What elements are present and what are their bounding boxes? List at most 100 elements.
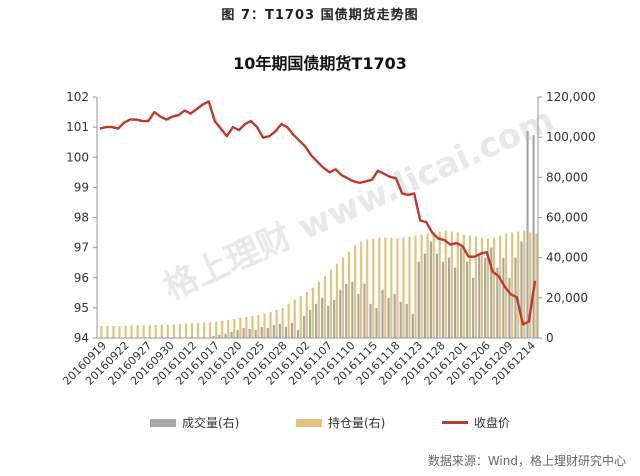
open-interest-bar <box>474 236 478 338</box>
open-interest-bar <box>196 322 200 338</box>
volume-bar <box>466 261 469 338</box>
volume-bar <box>411 313 414 338</box>
open-interest-bar <box>281 307 284 338</box>
open-interest-bar <box>203 322 206 338</box>
volume-bar <box>490 247 493 338</box>
volume-bar <box>429 241 432 338</box>
open-interest-bar <box>450 231 453 338</box>
open-interest-bar <box>517 231 520 338</box>
right-tick-label: 80,000 <box>546 170 588 184</box>
figure-caption: 图 7：T1703 国债期货走势图 <box>221 8 419 23</box>
open-interest-bar <box>486 238 490 338</box>
open-interest-bar <box>184 323 188 338</box>
open-interest-bar <box>299 295 302 338</box>
volume-bar <box>212 335 215 338</box>
left-tick-label: 96 <box>74 271 89 285</box>
left-tick-label: 95 <box>74 301 89 315</box>
volume-bar <box>405 303 408 338</box>
volume-bar <box>278 323 281 338</box>
volume-bar <box>381 289 384 338</box>
open-interest-bar <box>432 232 435 338</box>
volume-bar <box>260 326 263 338</box>
volume-bar <box>321 297 324 338</box>
open-interest-bar <box>160 324 163 338</box>
open-interest-bar <box>396 238 399 338</box>
volume-bar <box>345 283 348 338</box>
close-price-layer <box>99 100 537 326</box>
volume-bar <box>387 297 390 338</box>
legend-swatch-close <box>441 421 468 424</box>
volume-bar <box>423 253 426 338</box>
volume-bar <box>357 293 360 338</box>
open-interest-bar <box>257 314 260 338</box>
volume-bar <box>248 328 251 338</box>
volume-bar <box>478 253 481 338</box>
open-interest-bar <box>106 325 109 338</box>
open-interest-bar <box>154 324 157 338</box>
open-interest-bar <box>233 318 236 338</box>
right-tick-label: 0 <box>546 331 554 345</box>
open-interest-bar <box>438 231 441 338</box>
open-interest-bar <box>239 317 242 338</box>
open-interest-bar <box>209 321 212 338</box>
legend-label-open-interest: 持仓量(右) <box>327 416 386 430</box>
legend-item-close: 收盘价 <box>441 414 510 431</box>
left-tick-label: 101 <box>66 120 89 134</box>
open-interest-bar <box>499 235 502 338</box>
volume-bar <box>508 277 511 338</box>
volume-bar <box>302 315 306 338</box>
open-interest-bar <box>384 237 387 338</box>
volume-bar <box>375 307 378 338</box>
volume-bar <box>526 131 529 338</box>
open-interest-bar <box>511 232 514 338</box>
volume-bar <box>333 299 336 338</box>
open-interest-bar <box>456 232 459 338</box>
open-interest-bar <box>124 325 127 338</box>
right-tick-label: 20,000 <box>546 291 588 305</box>
volume-bar <box>308 309 312 338</box>
volume-bar <box>520 241 523 338</box>
legend-swatch-open-interest <box>295 418 322 427</box>
volume-bar <box>369 303 372 338</box>
open-interest-bar <box>492 237 496 338</box>
open-interest-bar <box>402 237 405 338</box>
open-interest-bar <box>523 230 526 338</box>
source-note: 数据来源：Wind，格上理财研究中心 <box>427 454 626 468</box>
volume-bar <box>284 326 287 338</box>
open-interest-bar <box>529 232 532 338</box>
left-tick-label: 98 <box>74 211 89 225</box>
volume-bar <box>447 257 451 338</box>
open-interest-bar <box>130 325 133 338</box>
open-interest-bar <box>329 269 333 338</box>
left-tick-label: 97 <box>74 241 89 255</box>
volume-bar <box>236 329 239 338</box>
right-tick-label: 60,000 <box>546 211 588 225</box>
open-interest-bar <box>221 320 224 338</box>
open-interest-bar <box>178 323 182 338</box>
volume-bar <box>254 329 257 338</box>
open-interest-bar <box>480 237 484 338</box>
legend-label-close: 收盘价 <box>473 416 510 430</box>
legend-label-volume: 成交量(右) <box>182 416 240 430</box>
open-interest-bar <box>251 315 254 338</box>
left-tick-label: 94 <box>74 331 89 345</box>
open-interest-bar <box>190 323 194 338</box>
open-interest-bar <box>360 241 363 338</box>
volume-bar <box>441 261 445 338</box>
open-interest-bar <box>505 233 508 338</box>
volume-bar <box>351 281 354 338</box>
open-interest-bar <box>414 235 417 338</box>
open-interest-bar <box>535 233 538 338</box>
left-tick-label: 102 <box>66 90 89 104</box>
legend-item-open-interest: 持仓量(右) <box>295 414 386 431</box>
open-interest-bar <box>269 311 272 338</box>
right-tick-label: 100,000 <box>546 130 596 144</box>
volume-bar <box>266 327 269 338</box>
volume-bar <box>399 301 402 338</box>
open-interest-bar <box>142 325 145 338</box>
volume-bar <box>296 329 300 338</box>
legend-item-volume: 成交量(右) <box>150 414 239 431</box>
open-interest-bar <box>263 313 266 338</box>
volume-bar <box>315 303 318 338</box>
